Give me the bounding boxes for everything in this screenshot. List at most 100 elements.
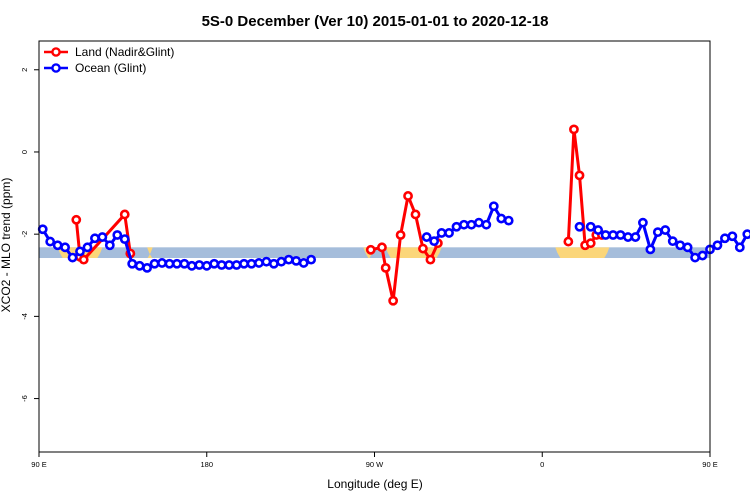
data-point xyxy=(90,233,100,244)
data-point xyxy=(104,240,115,251)
data-point xyxy=(585,221,596,232)
data-point xyxy=(216,260,227,270)
data-point xyxy=(615,230,626,240)
data-point xyxy=(652,227,663,238)
plot-area xyxy=(37,124,750,306)
data-point xyxy=(291,255,302,266)
data-point xyxy=(712,240,723,251)
x-axis-label: Longitude (deg E) xyxy=(327,477,422,491)
data-point xyxy=(377,242,387,253)
legend-land-label: Land (Nadir&Glint) xyxy=(75,45,174,59)
data-point xyxy=(690,252,700,263)
data-point xyxy=(503,215,514,226)
data-point xyxy=(727,231,738,242)
data-point xyxy=(645,244,656,255)
legend-ocean-marker xyxy=(51,63,61,73)
data-point xyxy=(60,242,70,253)
data-point xyxy=(608,230,618,240)
data-point xyxy=(149,258,160,269)
data-point xyxy=(593,225,604,235)
legend-land-marker xyxy=(51,47,61,57)
data-point xyxy=(82,242,93,253)
data-point xyxy=(172,258,182,269)
data-point xyxy=(75,246,85,257)
data-point xyxy=(574,221,585,232)
data-point xyxy=(201,260,212,271)
data-point xyxy=(365,244,376,255)
data-point xyxy=(563,236,574,247)
data-point xyxy=(481,219,492,230)
data-point xyxy=(119,234,130,245)
data-point xyxy=(425,254,436,265)
data-point xyxy=(37,224,48,235)
data-point xyxy=(444,228,454,238)
data-point xyxy=(97,232,108,242)
data-point xyxy=(682,242,693,253)
data-point xyxy=(231,260,242,270)
x-tick-label: 0 xyxy=(540,460,544,469)
landmass-segment xyxy=(147,247,153,259)
data-point xyxy=(127,258,138,269)
data-point xyxy=(306,254,317,265)
landmass-segment xyxy=(555,247,610,259)
data-point xyxy=(112,230,123,240)
data-point xyxy=(254,258,264,268)
data-point xyxy=(488,201,499,212)
data-point xyxy=(410,209,421,220)
x-tick-label: 180 xyxy=(200,460,213,469)
legend-ocean-label: Ocean (Glint) xyxy=(75,61,146,75)
data-point xyxy=(720,233,730,244)
data-point xyxy=(429,236,440,247)
data-point xyxy=(261,256,272,267)
y-tick-label: 2 xyxy=(20,68,29,72)
data-point xyxy=(675,240,686,251)
data-point xyxy=(585,238,596,249)
y-axis: 2 0 -2 -4 -6 xyxy=(20,68,39,402)
data-point xyxy=(574,170,585,181)
data-point xyxy=(67,252,78,263)
series-line xyxy=(370,194,440,303)
data-point xyxy=(630,232,641,242)
chart-title: 5S-0 December (Ver 10) 2015-01-01 to 202… xyxy=(202,13,549,30)
data-point xyxy=(466,219,477,230)
data-point xyxy=(403,191,413,201)
x-tick-label: 90 E xyxy=(702,460,717,469)
data-point xyxy=(239,258,249,269)
data-point xyxy=(268,258,279,269)
data-point xyxy=(600,230,611,240)
data-point xyxy=(697,250,708,261)
data-point xyxy=(569,124,579,135)
data-point xyxy=(142,262,153,273)
data-point xyxy=(388,295,399,306)
plot-frame xyxy=(38,40,711,453)
data-point xyxy=(459,219,469,230)
data-point xyxy=(45,236,56,247)
legend: Land (Nadir&Glint) Ocean (Glint) xyxy=(40,42,183,78)
data-point xyxy=(667,236,678,247)
data-point xyxy=(71,214,82,225)
x-axis: 90 E 180 90 W 0 90 E xyxy=(31,452,718,469)
data-point xyxy=(224,260,235,270)
y-tick-label: -2 xyxy=(20,231,29,238)
data-point xyxy=(164,258,175,269)
data-point xyxy=(157,258,167,268)
data-point xyxy=(742,229,750,240)
data-point xyxy=(134,260,145,271)
data-point xyxy=(78,254,89,265)
data-point xyxy=(734,242,745,253)
y-axis-label: XCO2 - MLO trend (ppm) xyxy=(0,178,13,313)
series-land xyxy=(71,124,607,306)
data-point xyxy=(380,262,391,273)
data-point xyxy=(194,260,205,270)
data-point xyxy=(473,217,484,228)
data-point xyxy=(496,213,507,224)
x-tick-label: 90 E xyxy=(31,460,46,469)
data-point xyxy=(451,221,462,232)
legend-box xyxy=(40,42,183,78)
y-tick-label: 0 xyxy=(20,150,29,154)
data-point xyxy=(421,232,432,242)
series-ocean xyxy=(37,201,750,273)
data-point xyxy=(209,258,220,269)
data-point xyxy=(660,225,671,235)
